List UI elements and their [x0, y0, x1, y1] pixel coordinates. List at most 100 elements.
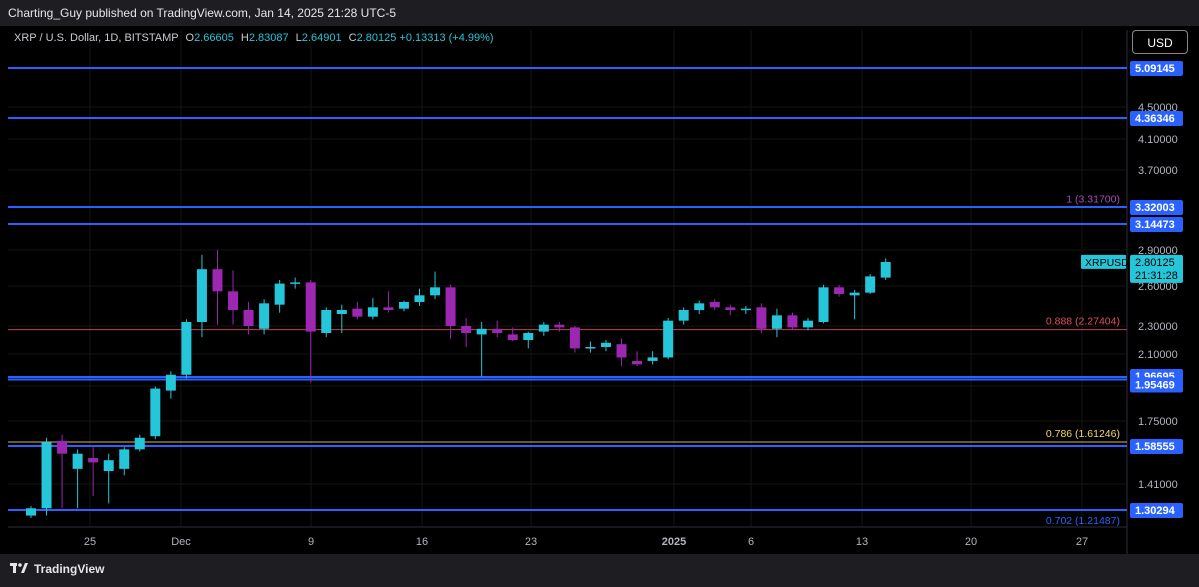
candle-body	[88, 458, 99, 463]
low-label: L	[295, 32, 302, 44]
candle-body	[352, 308, 363, 317]
candle-body	[41, 442, 52, 509]
time-tick: 25	[84, 536, 96, 548]
level-tag-text: 3.32003	[1135, 202, 1175, 214]
candle-body	[507, 334, 518, 340]
candle-body	[243, 310, 254, 326]
level-tag	[1130, 61, 1183, 76]
time-tick: 2025	[662, 536, 686, 548]
candle-body	[538, 324, 549, 332]
open-value: 2.66605	[194, 32, 234, 44]
time-tick: 20	[965, 536, 977, 548]
price-tick: 1.75000	[1138, 416, 1178, 428]
candle-body	[150, 388, 161, 437]
close-label: C	[348, 32, 357, 44]
candle-body	[259, 303, 270, 329]
open-label: O	[185, 32, 195, 44]
candle-body	[165, 374, 176, 391]
candle-body	[756, 307, 767, 329]
candle-body	[119, 449, 130, 469]
candle-body	[461, 326, 472, 333]
candle-body	[849, 292, 860, 296]
candle-body	[632, 360, 643, 365]
time-tick: 27	[1076, 536, 1088, 548]
level-tag-text: 1.58555	[1135, 441, 1175, 453]
price-tick: 3.70000	[1138, 165, 1178, 177]
candle-body	[103, 460, 114, 472]
candle-body	[305, 282, 316, 332]
price-tick: 2.30000	[1138, 321, 1178, 333]
candle-body	[787, 315, 798, 328]
candle-body	[57, 440, 68, 454]
change-value: +0.13313 (+4.99%)	[399, 32, 494, 44]
time-tick: Dec	[171, 536, 191, 548]
high-value: 2.83087	[248, 32, 289, 44]
candle-body	[476, 328, 487, 335]
candle-body	[678, 310, 689, 321]
level-tag	[1130, 439, 1183, 454]
candle-body	[834, 287, 845, 294]
time-tick: 13	[856, 536, 868, 548]
level-tag	[1130, 217, 1183, 232]
candle-body	[321, 310, 332, 333]
candle-body	[336, 310, 347, 314]
price-tick: 2.10000	[1138, 349, 1178, 361]
candle-body	[771, 315, 782, 329]
fib-label: 0.888 (2.27404)	[1046, 316, 1120, 328]
candle-body	[523, 333, 534, 340]
level-tag-text: 3.14473	[1135, 219, 1175, 231]
candle-body	[492, 328, 503, 333]
candle-body	[818, 287, 829, 322]
last-price-text: 2.80125	[1135, 257, 1175, 269]
fib-label: 0.702 (1.21487)	[1046, 515, 1120, 527]
candle-body	[212, 269, 223, 292]
level-tag	[1130, 503, 1183, 518]
candle-body	[725, 307, 736, 310]
level-tag-text: 4.36346	[1135, 113, 1175, 125]
candle-body	[274, 283, 285, 305]
candle-body	[72, 453, 83, 469]
candle-body	[181, 322, 192, 375]
candle-body	[585, 347, 596, 349]
candle-body	[26, 508, 36, 516]
publisher-bar: Charting_Guy published on TradingView.co…	[0, 0, 1199, 26]
level-tag-text: 5.09145	[1135, 63, 1175, 75]
logo-text: TradingView	[34, 562, 105, 576]
candle-body	[554, 324, 565, 328]
candle-body	[569, 327, 580, 349]
level-tag-text: 1.95469	[1135, 379, 1175, 391]
candle-body	[196, 269, 207, 322]
time-tick: 6	[748, 536, 754, 548]
symbol-tag-text: XRPUSD	[1085, 257, 1129, 269]
candle-body	[865, 276, 876, 293]
candle-body	[383, 307, 394, 310]
low-value: 2.64901	[301, 32, 342, 44]
footer-bar: TradingView	[0, 554, 1199, 587]
tradingview-logo-icon	[10, 563, 28, 573]
countdown-text: 21:31:28	[1135, 270, 1178, 282]
publisher-text: Charting_Guy published on TradingView.co…	[8, 6, 397, 20]
candle-body	[367, 307, 378, 317]
candle-body	[663, 320, 674, 358]
high-label: H	[240, 32, 249, 44]
close-value: 2.80125	[356, 32, 397, 44]
level-tag	[1130, 377, 1183, 393]
last-price-tag	[1130, 254, 1183, 283]
price-tick: 2.90000	[1138, 245, 1178, 257]
currency-button[interactable]: USD	[1132, 30, 1188, 54]
candle-body	[880, 262, 891, 278]
candle-body	[694, 303, 705, 310]
time-tick: 23	[525, 536, 537, 548]
tradingview-logo[interactable]: TradingView	[10, 562, 104, 576]
candle-body	[600, 342, 611, 347]
fib-label: 1 (3.31700)	[1066, 193, 1120, 205]
price-tick: 1.41000	[1138, 479, 1178, 491]
candle-body	[445, 287, 456, 326]
price-tick: 2.60000	[1138, 281, 1178, 293]
candle-body	[647, 357, 658, 361]
candle-body	[290, 282, 301, 284]
time-tick: 9	[308, 536, 314, 548]
candle-body	[709, 302, 720, 308]
candle-body	[228, 291, 239, 310]
